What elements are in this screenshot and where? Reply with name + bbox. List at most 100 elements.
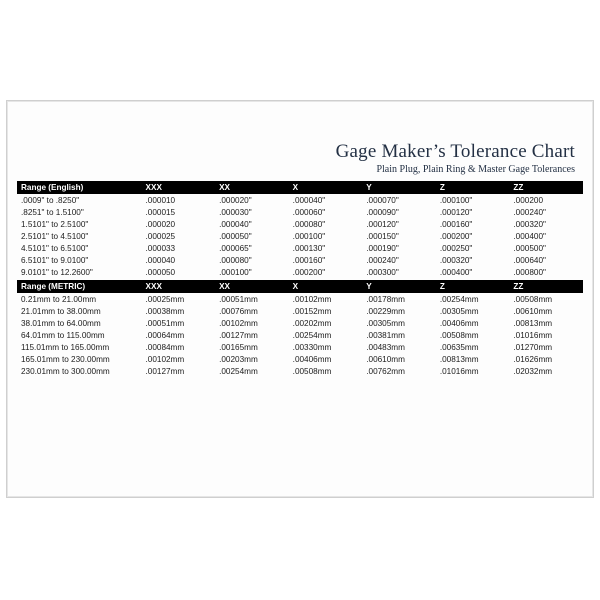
value-cell: .00051mm (215, 293, 289, 305)
value-cell: .000200" (289, 266, 363, 278)
value-cell: .000800" (509, 266, 583, 278)
value-cell: .000050 (142, 266, 216, 278)
value-cell: .00635mm (436, 341, 510, 353)
value-cell: .000080" (215, 254, 289, 266)
range-cell: 4.5101" to 6.5100" (17, 242, 142, 254)
tolerance-card: Gage Maker’s Tolerance Chart Plain Plug,… (6, 100, 594, 498)
value-cell: .00127mm (215, 329, 289, 341)
value-cell: .000400" (436, 266, 510, 278)
value-cell: .000080" (289, 218, 363, 230)
value-cell: .01270mm (509, 341, 583, 353)
value-cell: .02032mm (509, 365, 583, 377)
value-cell: .000100" (436, 194, 510, 206)
table-row: .0009" to .8250".000010.000020".000040".… (17, 194, 583, 206)
value-cell: .000640" (509, 254, 583, 266)
range-cell: 64.01mm to 115.00mm (17, 329, 142, 341)
range-cell: 21.01mm to 38.00mm (17, 305, 142, 317)
value-cell: .00229mm (362, 305, 436, 317)
table-body-english: .0009" to .8250".000010.000020".000040".… (17, 194, 583, 278)
value-cell: .00203mm (215, 353, 289, 365)
page-subtitle: Plain Plug, Plain Ring & Master Gage Tol… (17, 164, 575, 175)
range-cell: .0009" to .8250" (17, 194, 142, 206)
table-row: 1.5101" to 2.5100".000020.000040".000080… (17, 218, 583, 230)
table-row: 64.01mm to 115.00mm.00064mm.00127mm.0025… (17, 329, 583, 341)
value-cell: .000050" (215, 230, 289, 242)
table-row: 115.01mm to 165.00mm.00084mm.00165mm.003… (17, 341, 583, 353)
table-body-metric: 0.21mm to 21.00mm.00025mm.00051mm.00102m… (17, 293, 583, 377)
table-row: 21.01mm to 38.00mm.00038mm.00076mm.00152… (17, 305, 583, 317)
value-cell: .00381mm (362, 329, 436, 341)
page-title: Gage Maker’s Tolerance Chart (17, 141, 575, 163)
col-x-m: X (289, 280, 363, 293)
value-cell: .00178mm (362, 293, 436, 305)
value-cell: .00508mm (289, 365, 363, 377)
value-cell: .000010 (142, 194, 216, 206)
col-xx: XX (215, 181, 289, 194)
col-range-metric: Range (METRIC) (17, 280, 142, 293)
value-cell: .00610mm (362, 353, 436, 365)
col-xx-m: XX (215, 280, 289, 293)
value-cell: .01626mm (509, 353, 583, 365)
table-header-metric: Range (METRIC) XXX XX X Y Z ZZ (17, 280, 583, 293)
value-cell: .00508mm (436, 329, 510, 341)
value-cell: .000065" (215, 242, 289, 254)
value-cell: .000160" (436, 218, 510, 230)
tolerance-table-english: Range (English) XXX XX X Y Z ZZ .0009" t… (17, 181, 583, 278)
table-row: 9.0101" to 12.2600".000050.000100".00020… (17, 266, 583, 278)
value-cell: .000100" (289, 230, 363, 242)
range-cell: 115.01mm to 165.00mm (17, 341, 142, 353)
value-cell: .000320" (509, 218, 583, 230)
value-cell: .00406mm (289, 353, 363, 365)
col-zz-m: ZZ (509, 280, 583, 293)
value-cell: .00076mm (215, 305, 289, 317)
value-cell: .00254mm (215, 365, 289, 377)
value-cell: .00165mm (215, 341, 289, 353)
table-row: 4.5101" to 6.5100".000033.000065".000130… (17, 242, 583, 254)
value-cell: .00051mm (142, 317, 216, 329)
value-cell: .00064mm (142, 329, 216, 341)
value-cell: .00102mm (142, 353, 216, 365)
table-row: 230.01mm to 300.00mm.00127mm.00254mm.005… (17, 365, 583, 377)
range-cell: 6.5101" to 9.0100" (17, 254, 142, 266)
tolerance-table-metric: Range (METRIC) XXX XX X Y Z ZZ 0.21mm to… (17, 280, 583, 377)
value-cell: .000030" (215, 206, 289, 218)
col-x: X (289, 181, 363, 194)
value-cell: .00610mm (509, 305, 583, 317)
col-range-english: Range (English) (17, 181, 142, 194)
table-row: .8251" to 1.5100".000015.000030".000060"… (17, 206, 583, 218)
col-zz: ZZ (509, 181, 583, 194)
table-row: 2.5101" to 4.5100".000025.000050".000100… (17, 230, 583, 242)
table-row: 0.21mm to 21.00mm.00025mm.00051mm.00102m… (17, 293, 583, 305)
col-y: Y (362, 181, 436, 194)
value-cell: .000190" (362, 242, 436, 254)
value-cell: .000240" (362, 254, 436, 266)
value-cell: .000060" (289, 206, 363, 218)
range-cell: 9.0101" to 12.2600" (17, 266, 142, 278)
value-cell: .000500" (509, 242, 583, 254)
value-cell: .00508mm (509, 293, 583, 305)
table-header-english: Range (English) XXX XX X Y Z ZZ (17, 181, 583, 194)
value-cell: .000100" (215, 266, 289, 278)
value-cell: .000130" (289, 242, 363, 254)
value-cell: .000040 (142, 254, 216, 266)
value-cell: .000120" (362, 218, 436, 230)
value-cell: .000200 (509, 194, 583, 206)
value-cell: .000300" (362, 266, 436, 278)
value-cell: .00084mm (142, 341, 216, 353)
value-cell: .000040" (215, 218, 289, 230)
title-block: Gage Maker’s Tolerance Chart Plain Plug,… (17, 141, 583, 175)
value-cell: .00330mm (289, 341, 363, 353)
value-cell: .000033 (142, 242, 216, 254)
value-cell: .00305mm (362, 317, 436, 329)
value-cell: .00127mm (142, 365, 216, 377)
page: Gage Maker’s Tolerance Chart Plain Plug,… (0, 0, 600, 600)
value-cell: .000025 (142, 230, 216, 242)
value-cell: .000320" (436, 254, 510, 266)
value-cell: .00254mm (436, 293, 510, 305)
table-row: 165.01mm to 230.00mm.00102mm.00203mm.004… (17, 353, 583, 365)
value-cell: .000240" (509, 206, 583, 218)
value-cell: .00813mm (509, 317, 583, 329)
value-cell: .000020 (142, 218, 216, 230)
value-cell: .00025mm (142, 293, 216, 305)
value-cell: .000090" (362, 206, 436, 218)
